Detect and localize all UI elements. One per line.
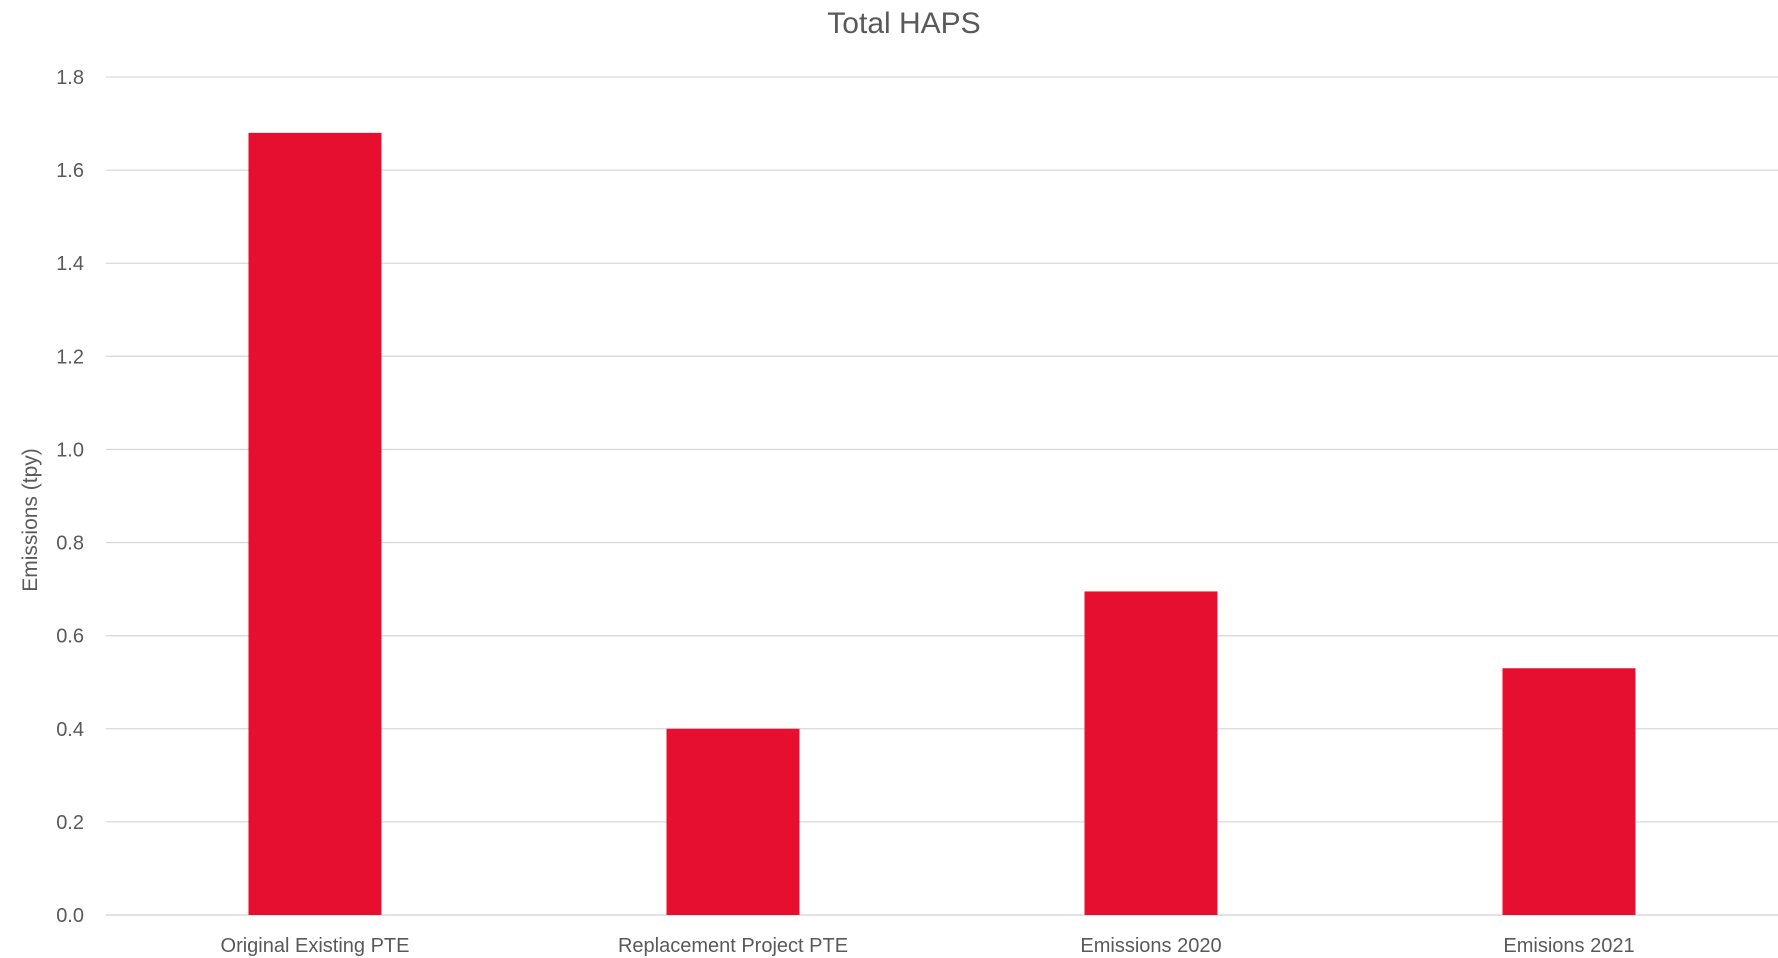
gridlines (106, 76, 1778, 916)
bars (248, 132, 1636, 915)
bar-3 (1502, 668, 1636, 915)
x-tick-labels: Original Existing PTE Replacement Project… (221, 935, 1635, 957)
x-tick-label: Original Existing PTE (221, 935, 410, 957)
y-tick-label: 0.4 (56, 719, 84, 741)
y-tick-label: 1.0 (56, 439, 84, 461)
x-tick-label: Replacement Project PTE (618, 935, 848, 957)
x-tick-label: Emisions 2021 (1503, 935, 1634, 957)
y-tick-label: 0.2 (56, 812, 84, 834)
y-tick-label: 1.8 (56, 67, 84, 89)
y-tick-label: 1.2 (56, 346, 84, 368)
y-tick-label: 0.0 (56, 905, 84, 927)
bar-0 (248, 132, 382, 915)
y-tick-label: 1.6 (56, 160, 84, 182)
x-tick-label: Emissions 2020 (1080, 935, 1221, 957)
y-axis-label: Emissions (tpy) (19, 448, 42, 592)
bar-1 (666, 728, 800, 915)
y-tick-label: 0.8 (56, 533, 84, 555)
bar-2 (1084, 591, 1218, 915)
chart-title: Total HAPS (827, 7, 980, 40)
y-tick-label: 1.4 (56, 253, 84, 275)
y-tick-labels: 0.0 0.2 0.4 0.6 0.8 1.0 1.2 1.4 1.6 1.8 (56, 67, 84, 927)
y-tick-label: 0.6 (56, 626, 84, 648)
